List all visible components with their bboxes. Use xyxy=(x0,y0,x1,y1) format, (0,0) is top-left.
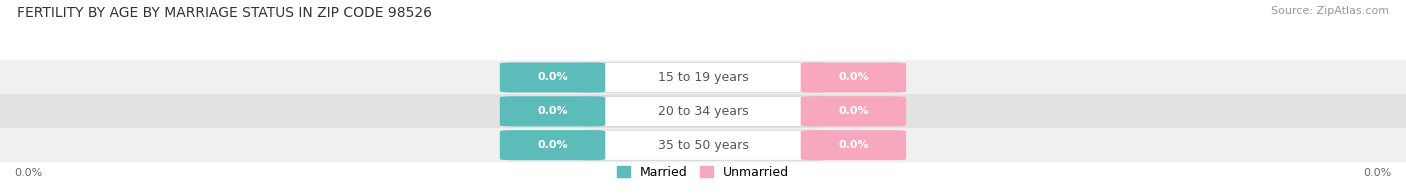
Text: 0.0%: 0.0% xyxy=(838,106,869,116)
Text: 0.0%: 0.0% xyxy=(838,73,869,83)
Text: FERTILITY BY AGE BY MARRIAGE STATUS IN ZIP CODE 98526: FERTILITY BY AGE BY MARRIAGE STATUS IN Z… xyxy=(17,6,432,20)
FancyBboxPatch shape xyxy=(501,62,606,93)
Text: Source: ZipAtlas.com: Source: ZipAtlas.com xyxy=(1271,6,1389,16)
Text: 15 to 19 years: 15 to 19 years xyxy=(658,71,748,84)
FancyBboxPatch shape xyxy=(0,60,1406,95)
Text: 0.0%: 0.0% xyxy=(1364,168,1392,178)
FancyBboxPatch shape xyxy=(0,128,1406,162)
Legend: Married, Unmarried: Married, Unmarried xyxy=(612,161,794,184)
FancyBboxPatch shape xyxy=(801,130,905,160)
Text: 0.0%: 0.0% xyxy=(14,168,42,178)
FancyBboxPatch shape xyxy=(0,94,1406,129)
FancyBboxPatch shape xyxy=(581,96,825,126)
Text: 20 to 34 years: 20 to 34 years xyxy=(658,105,748,118)
FancyBboxPatch shape xyxy=(801,62,905,93)
Text: 0.0%: 0.0% xyxy=(537,106,568,116)
Text: 35 to 50 years: 35 to 50 years xyxy=(658,139,748,152)
FancyBboxPatch shape xyxy=(801,96,905,126)
Text: 0.0%: 0.0% xyxy=(537,73,568,83)
FancyBboxPatch shape xyxy=(581,130,825,160)
Text: 0.0%: 0.0% xyxy=(838,140,869,150)
FancyBboxPatch shape xyxy=(581,62,825,93)
FancyBboxPatch shape xyxy=(501,130,606,160)
Text: 0.0%: 0.0% xyxy=(537,140,568,150)
FancyBboxPatch shape xyxy=(501,96,606,126)
